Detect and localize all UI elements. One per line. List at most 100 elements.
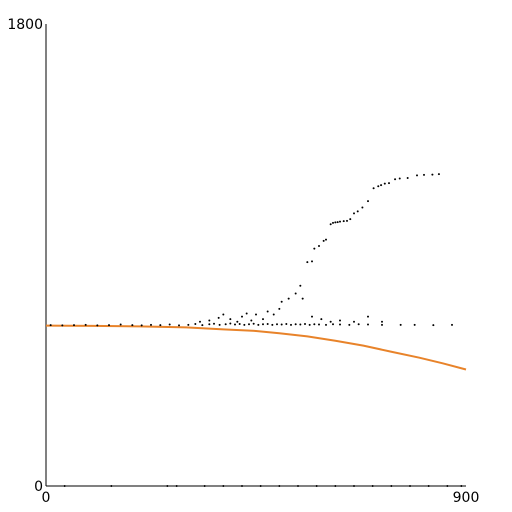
data-point (241, 315, 243, 318)
data-point (311, 315, 313, 318)
data-point (336, 221, 339, 224)
data-point (299, 284, 302, 287)
data-point (329, 223, 332, 226)
data-point (357, 323, 360, 326)
data-point (194, 323, 197, 326)
data-point (222, 485, 225, 487)
series-layer (45, 173, 467, 487)
data-point (166, 485, 169, 487)
data-point (372, 187, 375, 190)
data-point (278, 307, 281, 310)
data-point (381, 323, 383, 326)
data-point (348, 323, 351, 326)
data-point (178, 324, 180, 327)
data-point (290, 323, 292, 326)
data-point (460, 485, 463, 487)
data-point (334, 221, 337, 224)
data-point (250, 319, 253, 322)
data-point (248, 323, 250, 326)
data-point (262, 318, 264, 321)
data-point (339, 220, 341, 223)
data-point (383, 182, 386, 185)
data-point (262, 323, 264, 326)
data-point (353, 212, 355, 215)
data-point (236, 320, 239, 323)
data-point (446, 485, 449, 487)
data-point (313, 247, 316, 250)
data-point (409, 485, 411, 487)
data-point (234, 323, 236, 326)
y-tick-label: 0 (34, 479, 43, 495)
data-point (241, 485, 243, 487)
x-ticks: 0 900 (42, 490, 480, 506)
data-point (380, 184, 383, 187)
data-point (150, 323, 152, 326)
data-point (49, 324, 52, 327)
data-point (266, 323, 269, 326)
data-point (361, 206, 364, 209)
data-point (367, 315, 369, 318)
data-point (203, 485, 206, 487)
data-point (229, 318, 232, 321)
data-point (175, 485, 178, 487)
data-point (84, 323, 87, 326)
data-point (318, 245, 320, 248)
data-point (108, 324, 110, 327)
data-point (367, 200, 369, 203)
data-point (297, 485, 299, 487)
data-point (131, 324, 134, 327)
data-point (334, 485, 337, 487)
data-point (371, 485, 374, 487)
data-point (318, 323, 320, 326)
data-point (208, 323, 211, 326)
data-point (431, 173, 434, 176)
data-point (451, 323, 453, 326)
x-tick-label: 0 (42, 490, 51, 506)
data-point (398, 177, 401, 180)
data-point (245, 312, 248, 315)
data-point (342, 220, 345, 223)
data-point (353, 320, 355, 323)
y-ticks: 0 1800 (7, 17, 43, 495)
data-point (285, 323, 288, 326)
data-point (367, 323, 369, 326)
data-point (413, 323, 416, 326)
data-point (313, 323, 316, 326)
data-point (416, 174, 418, 177)
data-point (140, 324, 143, 327)
data-point (272, 313, 275, 316)
data-point (301, 297, 304, 300)
data-point (266, 310, 269, 313)
data-point (276, 323, 278, 326)
x-tick-label: 900 (453, 490, 480, 506)
data-point (287, 297, 290, 300)
data-point (299, 323, 302, 326)
data-point (320, 318, 323, 321)
data-point (381, 320, 383, 323)
data-point (213, 322, 215, 325)
data-point (304, 323, 306, 326)
data-point (353, 485, 355, 487)
data-point (278, 485, 281, 487)
data-point (294, 292, 297, 295)
data-point (187, 323, 190, 326)
data-point (224, 323, 227, 326)
data-point (329, 320, 332, 323)
data-point (339, 323, 341, 326)
y-tick-label: 1800 (7, 17, 43, 33)
data-point (257, 323, 260, 326)
data-point (423, 173, 425, 176)
data-point (311, 260, 313, 263)
data-point (294, 323, 297, 326)
data-point (201, 324, 204, 327)
data-point (63, 485, 66, 487)
data-point (208, 319, 211, 322)
data-point (388, 182, 390, 185)
data-point (199, 320, 201, 323)
data-point (432, 324, 435, 327)
data-point (61, 324, 64, 327)
data-point (280, 300, 283, 303)
data-point (406, 177, 409, 179)
